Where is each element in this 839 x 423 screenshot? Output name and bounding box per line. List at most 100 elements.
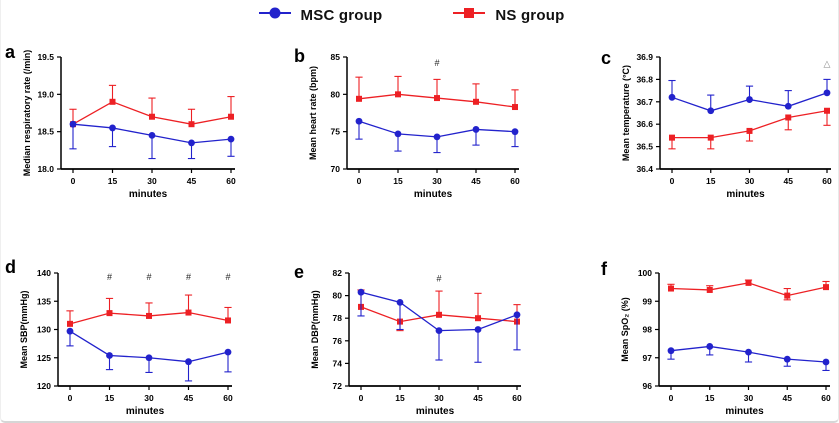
x-tick-label: 45 [783, 393, 793, 403]
y-tick-label: 125 [37, 353, 51, 363]
square-marker [746, 127, 753, 134]
x-tick-label: 0 [68, 393, 73, 403]
x-tick-label: 60 [512, 393, 522, 403]
significance-annotation: # [225, 272, 230, 282]
legend-item-ns: NS group [452, 5, 564, 26]
ns-group-marker-icon [452, 5, 486, 26]
square-marker [434, 95, 440, 102]
y-tick-label: 18.0 [37, 164, 54, 174]
y-tick-label: 72 [333, 381, 343, 391]
circle-marker [746, 96, 753, 103]
panel-c: c 36.4 36.5 36.6 36.7 36.8 36.9 0 15 30 45 60 minut… [561, 35, 838, 230]
significance-annotation: # [434, 58, 439, 68]
significance-annotation: # [146, 272, 151, 282]
panel-f: f 96 97 98 99 100 0 15 30 45 60 minutes Mean SpO₂ (… [561, 230, 838, 421]
panel-e-chart: 72 74 76 78 80 82 0 15 30 45 60 minutes Mean DBP(mmH… [310, 268, 522, 417]
panel-letter-d: d [5, 257, 16, 277]
panel-letter-c: c [601, 48, 612, 68]
series-msc-group [667, 343, 830, 372]
square-marker [188, 121, 195, 128]
circle-marker [357, 288, 365, 296]
x-tick-label: 30 [434, 393, 444, 403]
x-tick-label: 15 [706, 176, 716, 186]
y-tick-label: 80 [333, 291, 343, 301]
series-ns-group [69, 84, 235, 128]
panel-d: d 120 125 130 135 140 0 15 30 45 60 minutes Mean SB… [1, 230, 281, 421]
x-tick-label: 60 [510, 176, 520, 186]
square-marker [436, 311, 442, 318]
y-tick-label: 75 [331, 127, 341, 137]
y-axis-label: Mean DBP(mmHg) [310, 290, 320, 369]
y-tick-label: 80 [331, 89, 341, 99]
y-tick-label: 36.8 [636, 74, 653, 84]
y-tick-label: 100 [638, 268, 652, 278]
x-tick-label: 30 [144, 393, 154, 403]
x-axis-label: minutes [416, 406, 455, 417]
y-tick-label: 130 [37, 325, 51, 335]
significance-annotation: △ [824, 59, 831, 69]
msc-group-marker-icon [258, 5, 292, 26]
panel-b: b 70 75 80 85 0 15 30 45 60 minutes Mean heart rat… [281, 35, 561, 230]
x-tick-label: 30 [147, 176, 157, 186]
circle-marker [706, 343, 714, 350]
x-tick-label: 0 [359, 393, 364, 403]
circle-marker [474, 326, 482, 333]
circle-marker [109, 124, 116, 132]
y-tick-label: 120 [37, 381, 51, 391]
y-tick-label: 74 [333, 358, 343, 368]
series-ns-group [66, 294, 232, 327]
circle-marker [145, 354, 153, 362]
square-marker [146, 312, 152, 319]
panel-d-chart: 120 125 130 135 140 0 15 30 45 60 minutes Mean SBP(… [19, 268, 233, 417]
y-tick-label: 36.6 [636, 119, 653, 129]
circle-marker [69, 120, 77, 128]
x-axis-label: minutes [129, 189, 168, 200]
x-tick-label: 45 [471, 176, 481, 186]
square-marker [475, 315, 481, 322]
series-ns-group [355, 75, 519, 111]
panel-letter-a: a [5, 42, 16, 62]
circle-marker [668, 93, 676, 101]
circle-marker [227, 135, 235, 143]
panel-letter-f: f [601, 259, 607, 279]
square-marker [228, 113, 234, 120]
y-tick-label: 96 [643, 381, 653, 391]
y-tick-label: 76 [333, 336, 343, 346]
square-legend-glyph [453, 7, 486, 18]
x-axis-label: minutes [726, 189, 765, 200]
y-tick-label: 70 [331, 164, 341, 174]
x-tick-label: 30 [744, 393, 754, 403]
x-axis-label: minutes [414, 189, 453, 200]
legend-square [464, 7, 475, 18]
significance-annotation: # [436, 274, 441, 284]
x-tick-label: 60 [822, 176, 832, 186]
x-tick-label: 15 [105, 393, 115, 403]
series-msc-group [66, 327, 232, 382]
square-marker [356, 95, 362, 102]
x-axis-label: minutes [126, 406, 165, 417]
panel-f-chart: 96 97 98 99 100 0 15 30 45 60 minutes Mean SpO₂ (%) [620, 268, 831, 417]
x-tick-label: 15 [395, 393, 405, 403]
square-marker [785, 114, 792, 121]
panel-letter-b: b [294, 46, 305, 66]
y-tick-label: 140 [37, 268, 51, 278]
circle-marker [185, 358, 192, 366]
circle-marker [783, 355, 791, 363]
square-marker [669, 134, 675, 141]
square-marker [225, 317, 231, 324]
x-tick-label: 30 [432, 176, 442, 186]
x-tick-label: 45 [184, 393, 194, 403]
panel-a-chart: 18.0 18.5 19.0 19.5 0 15 30 45 60 minutes Median r… [22, 50, 236, 200]
circle-marker [511, 128, 519, 136]
circle-marker [188, 139, 195, 147]
y-axis-label: Mean SpO₂ (%) [620, 297, 630, 362]
x-tick-label: 0 [670, 176, 675, 186]
circle-marker [396, 298, 404, 306]
circle-marker [106, 352, 113, 359]
y-tick-label: 97 [643, 353, 653, 363]
circle-marker [224, 348, 232, 356]
legend-label-msc: MSC group [300, 6, 383, 24]
series-msc-group [357, 288, 521, 363]
square-marker [395, 91, 401, 98]
